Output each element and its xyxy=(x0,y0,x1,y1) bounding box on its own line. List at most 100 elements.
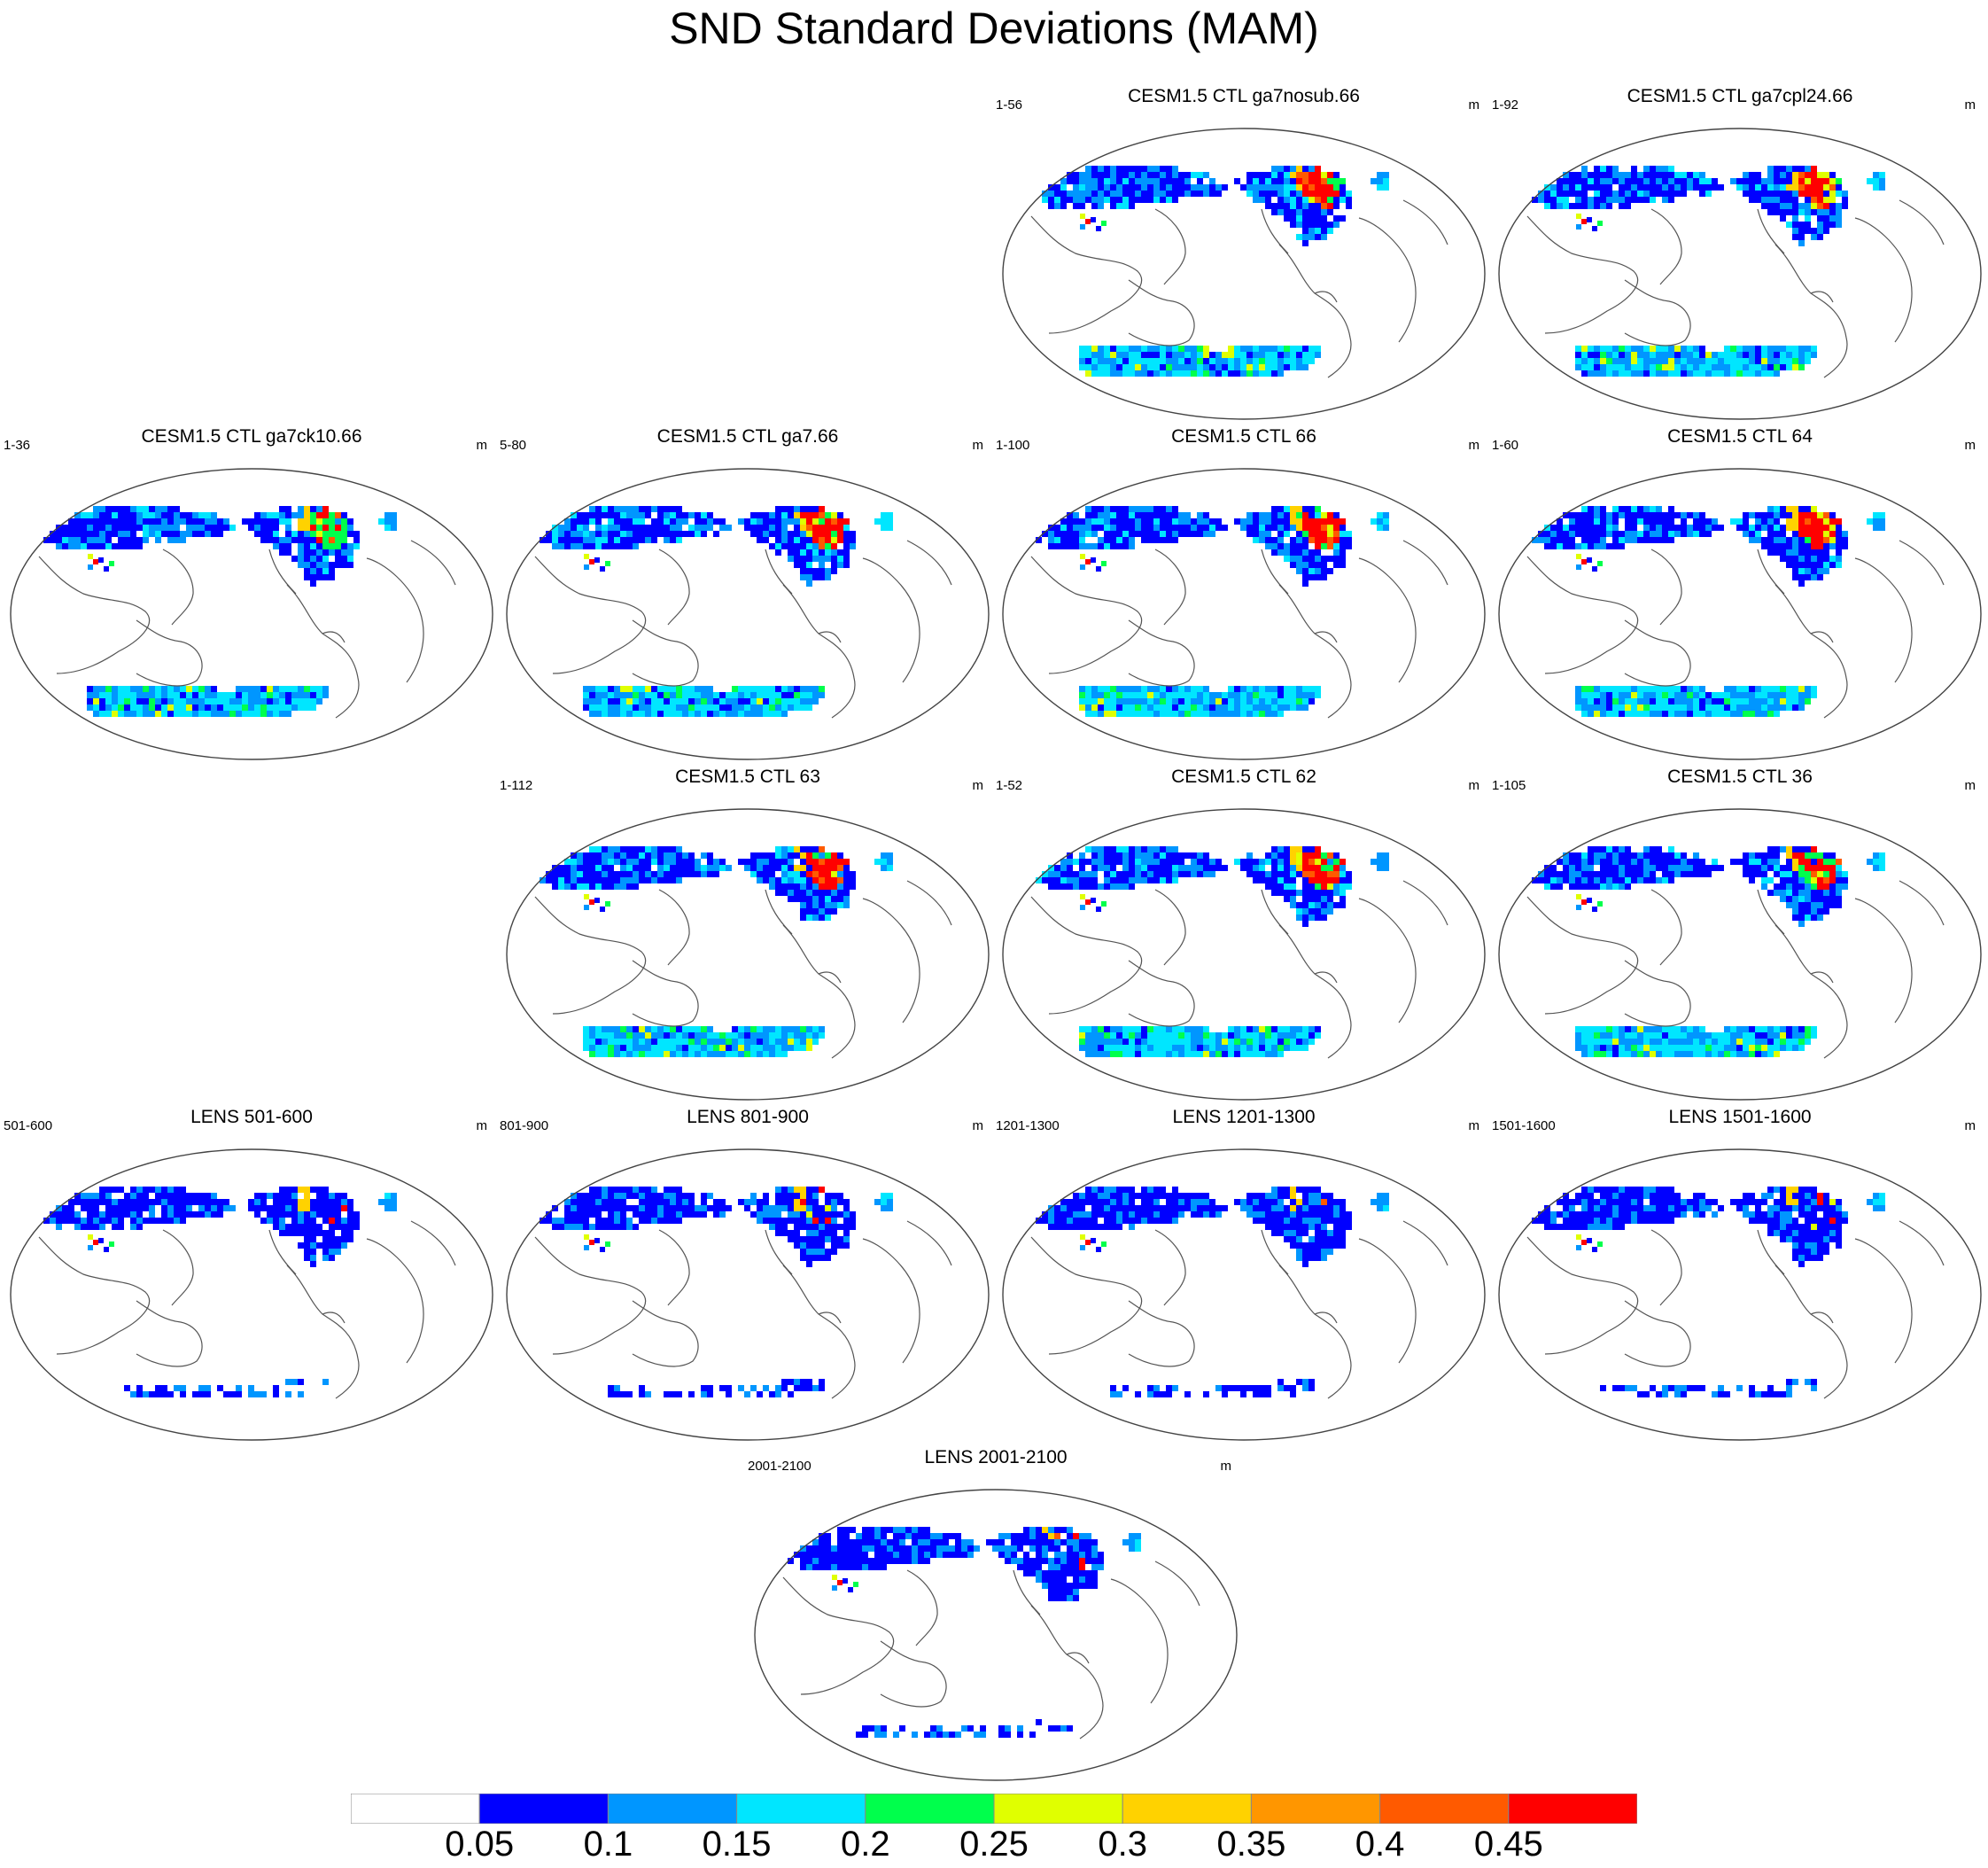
snow-cell xyxy=(1792,877,1798,883)
snow-cell xyxy=(1581,865,1588,871)
snow-cell xyxy=(1730,1026,1736,1032)
snow-cell xyxy=(701,704,707,711)
snow-cell xyxy=(633,1187,639,1193)
snow-cell xyxy=(1575,352,1581,358)
map-panel: CESM1.5 CTL 62 1-52 m xyxy=(996,766,1492,1120)
snow-cell xyxy=(1091,704,1098,711)
snow-cell xyxy=(1631,704,1637,711)
snow-cell xyxy=(1284,865,1290,871)
snow-cell xyxy=(1160,352,1166,358)
snow-cell xyxy=(130,1187,136,1193)
panel-member-range: 501-600 xyxy=(4,1118,53,1133)
snow-cell xyxy=(843,890,850,896)
snow-cell xyxy=(1792,222,1798,228)
snow-cell xyxy=(1091,178,1098,184)
snow-cell xyxy=(1761,203,1767,209)
snow-cell xyxy=(1631,686,1637,692)
snow-cell xyxy=(788,531,794,537)
snow-cell xyxy=(670,704,676,711)
snow-cell xyxy=(701,512,707,518)
snow-cell xyxy=(819,890,825,896)
snow-cell xyxy=(1767,543,1774,549)
map-panel: CESM1.5 CTL ga7cpl24.66 1-92 m xyxy=(1492,85,1988,440)
snow-cell xyxy=(595,506,602,512)
snow-cell xyxy=(1792,686,1798,692)
snow-cell xyxy=(205,692,211,698)
snow-cell xyxy=(1811,1026,1817,1032)
snow-cell xyxy=(819,543,825,549)
snow-cell xyxy=(1798,1045,1805,1051)
snow-cell xyxy=(304,692,310,698)
snow-cell xyxy=(1259,1051,1265,1057)
map-boundary xyxy=(10,468,493,760)
snow-cell xyxy=(1147,352,1153,358)
snow-cell xyxy=(1321,191,1327,197)
snow-cell xyxy=(1309,346,1315,352)
snow-cell xyxy=(1172,506,1178,512)
snow-cell xyxy=(1129,1032,1135,1039)
snow-cell xyxy=(800,883,806,890)
snow-cell xyxy=(1060,178,1067,184)
snow-cell xyxy=(118,1224,124,1230)
snow-cell xyxy=(757,871,763,877)
snow-cell xyxy=(1544,871,1550,877)
snow-cell xyxy=(645,692,651,698)
snow-cell xyxy=(1259,512,1265,518)
snow-cell xyxy=(316,1199,322,1205)
snow-cell xyxy=(174,692,180,698)
snow-cell xyxy=(298,1211,304,1218)
snow-cell xyxy=(1284,1026,1290,1032)
snow-cell xyxy=(1625,191,1631,197)
snow-cell xyxy=(1724,358,1730,364)
snow-cell xyxy=(577,512,583,518)
snow-cell xyxy=(304,1199,310,1205)
snow-cell xyxy=(1612,711,1619,717)
snow-cell xyxy=(1879,518,1885,525)
snow-cell xyxy=(1141,1032,1147,1039)
snow-cell xyxy=(670,1051,676,1057)
snow-cell xyxy=(676,698,682,704)
snow-cell xyxy=(825,556,831,562)
snow-cell xyxy=(1284,203,1290,209)
snow-cell xyxy=(1315,209,1321,215)
snow-cell xyxy=(812,518,819,525)
snow-cell xyxy=(1606,184,1612,191)
snow-cell xyxy=(229,704,236,711)
snow-cell xyxy=(105,1199,112,1205)
snow-cell xyxy=(1798,184,1805,191)
snow-cell xyxy=(1153,531,1160,537)
snow-cell xyxy=(1048,537,1054,543)
snow-cell xyxy=(1129,191,1135,197)
snow-cell xyxy=(1786,698,1792,704)
snow-cell xyxy=(192,512,198,518)
snow-cell xyxy=(583,1199,589,1205)
snow-cell xyxy=(1569,518,1575,525)
snow-cell xyxy=(1705,518,1712,525)
snow-cell xyxy=(310,686,316,692)
snow-cell xyxy=(664,531,670,537)
snow-cell xyxy=(713,865,719,871)
snow-cell xyxy=(260,704,267,711)
snow-cell xyxy=(1842,197,1848,203)
snow-cell xyxy=(1296,859,1302,865)
snow-cell xyxy=(1246,1045,1253,1051)
snow-cell xyxy=(99,704,105,711)
snow-cell xyxy=(267,711,273,717)
robinson-map xyxy=(1002,128,1486,420)
snow-cell xyxy=(130,1199,136,1205)
snow-cell xyxy=(1104,512,1110,518)
snow-cell xyxy=(1135,1039,1141,1045)
snow-cell xyxy=(1091,531,1098,537)
snow-cell xyxy=(1234,692,1240,698)
snow-cell xyxy=(1153,358,1160,364)
snow-cell xyxy=(1736,364,1743,370)
snow-cell xyxy=(1842,543,1848,549)
snow-cell xyxy=(1122,1045,1129,1051)
snow-cell xyxy=(1091,865,1098,871)
snow-cell xyxy=(341,1199,347,1205)
snow-cell xyxy=(1712,364,1718,370)
snow-cell xyxy=(1544,537,1550,543)
snow-cell xyxy=(1699,352,1705,358)
snow-cell xyxy=(1321,537,1327,543)
snow-cell xyxy=(1215,711,1222,717)
